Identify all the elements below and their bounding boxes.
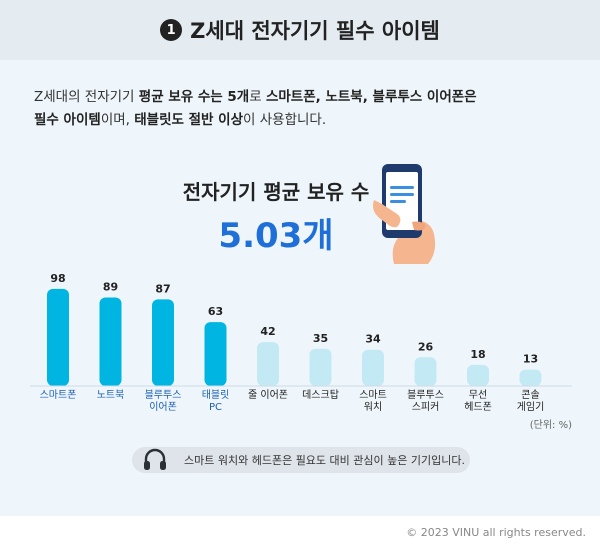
category-label: 스피커 [412,401,440,413]
title-number-badge: 1 [160,19,183,41]
data-label: 42 [260,325,275,338]
description-text: 이 사용합니다. [243,112,327,128]
description-bold: 스마트폰, 노트북, 블루투스 이어폰은 [265,89,477,105]
average-label: 전자기기 평균 보유 수 [182,180,370,204]
data-label: 35 [313,332,328,345]
smartphone-in-hand-icon [373,164,436,264]
description-text: Z세대의 전자기기 [34,89,139,105]
headphones-icon [144,448,166,470]
category-label: 줄 이어폰 [248,389,288,401]
bar [467,364,489,386]
category-label: 블루투스 [407,389,444,401]
description-bold: 태블릿도 절반 이상 [134,112,244,128]
content-card: 1 Z세대 전자기기 필수 아이템 Z세대의 전자기기 평균 보유 수는 5개로… [0,0,600,516]
category-label: 스마트 [359,389,387,401]
bar [414,357,437,386]
average-value: 5.03개 [218,216,334,256]
category-label: 워치 [364,400,382,413]
page-title: Z세대 전자기기 필수 아이템 [190,19,440,43]
category-label: 이어폰 [149,401,177,413]
description-text: 이며, [100,112,135,128]
data-label: 18 [470,348,485,361]
footnote-pill: 스마트 워치와 헤드폰은 필요도 대비 관심이 높은 기기입니다. [132,447,470,473]
description: Z세대의 전자기기 평균 보유 수는 5개로 스마트폰, 노트북, 블루투스 이… [34,86,574,132]
category-label: 콘솔 [521,389,539,401]
category-label: 헤드폰 [464,401,492,413]
category-label: 게임기 [517,400,545,413]
bar [47,288,69,386]
data-label: 89 [103,280,118,293]
data-label: 26 [418,340,434,353]
category-label: PC [209,402,222,413]
data-label: 34 [365,333,381,346]
bar [519,369,542,386]
category-label: 무선 [469,389,487,401]
copyright: © 2023 VINU all rights reserved. [406,526,586,539]
bar [152,299,174,386]
bar [309,348,332,386]
category-label: 태블릿 [202,389,230,401]
category-label: 스마트폰 [40,389,77,401]
data-label: 63 [208,305,223,318]
unit-note: (단위: %) [529,420,572,431]
title-bar: 1 Z세대 전자기기 필수 아이템 [0,0,600,60]
data-label: 98 [50,272,65,285]
data-label: 87 [155,282,170,295]
description-text: 로 [249,89,266,105]
category-label: 데스크탑 [302,389,339,401]
bar [362,349,384,386]
category-label: 노트북 [97,389,125,401]
bar [204,322,227,386]
bar [99,297,122,386]
data-label: 13 [523,353,538,366]
description-bold: 필수 아이템 [34,112,101,128]
category-label: 블루투스 [145,389,182,401]
description-bold: 평균 보유 수는 5개 [138,89,250,105]
bar [257,342,279,386]
footnote-text: 스마트 워치와 헤드폰은 필요도 대비 관심이 높은 기기입니다. [184,454,465,467]
